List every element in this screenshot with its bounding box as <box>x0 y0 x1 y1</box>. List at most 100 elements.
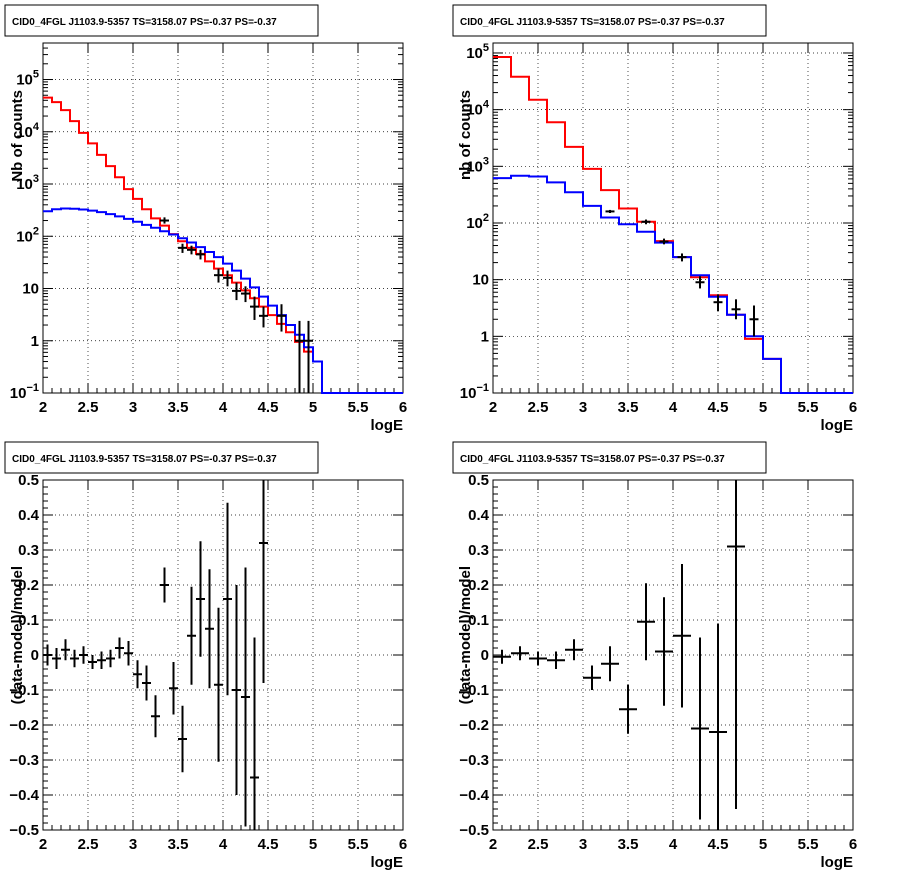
y-tick-label: 0.3 <box>18 542 39 559</box>
y-tick-base: 10 <box>466 45 483 62</box>
residual-point <box>250 637 259 830</box>
data-point <box>223 270 232 287</box>
y-tick-label: 102 <box>466 212 489 232</box>
x-tick-label: 2 <box>39 399 47 416</box>
residual-point <box>169 662 178 715</box>
y-tick-label: 104 <box>16 121 40 141</box>
x-tick-label: 3.5 <box>168 399 189 416</box>
y-tick-label: 10−1 <box>10 382 39 402</box>
x-tick-label: 2.5 <box>78 399 99 416</box>
residual-point <box>619 684 637 734</box>
residual-point <box>79 646 88 664</box>
data-point <box>241 286 250 303</box>
data-point <box>304 320 313 393</box>
y-tick-label: 1 <box>481 328 489 345</box>
y-axis-title: Nb of counts <box>9 90 26 182</box>
x-tick-label: 4 <box>219 399 228 416</box>
y-tick-label: 0.1 <box>18 612 39 629</box>
data-point <box>277 304 286 332</box>
x-tick-label: 6 <box>849 836 857 853</box>
residual-point <box>673 564 691 708</box>
y-tick-label: 1 <box>31 333 39 350</box>
x-tick-label: 5.5 <box>348 399 369 416</box>
y-tick-label: −0.3 <box>9 752 39 769</box>
x-tick-label: 2 <box>489 836 497 853</box>
y-tick-exponent: 5 <box>483 42 489 54</box>
y-tick-exponent: 5 <box>33 69 39 81</box>
data-point <box>187 245 196 255</box>
x-tick-label: 4 <box>669 399 678 416</box>
residual-point <box>196 541 205 657</box>
residual-point <box>151 695 160 738</box>
residual-point <box>259 480 268 683</box>
residual-point <box>160 567 169 603</box>
y-tick-base: 10 <box>16 228 33 245</box>
y-tick-label: −0.2 <box>459 717 489 734</box>
data-point <box>178 243 187 253</box>
y-tick-base: 10 <box>460 385 477 402</box>
data-point <box>295 320 304 393</box>
x-tick-label: 4.5 <box>258 836 279 853</box>
data-point <box>659 238 669 245</box>
x-tick-label: 4.5 <box>708 399 729 416</box>
y-tick-label: −0.4 <box>459 787 489 804</box>
residual-point <box>124 641 133 666</box>
y-tick-label: −0.2 <box>9 717 39 734</box>
y-tick-label: 10 <box>22 281 39 298</box>
x-axis-title: logE <box>821 417 854 434</box>
x-tick-label: 2.5 <box>78 836 99 853</box>
residual-point <box>43 644 52 666</box>
chart-title-box <box>452 441 767 474</box>
chart-panel-top-left: CID0_4FGL J1103.9-5357 TS=3158.07 PS=-0.… <box>4 4 407 434</box>
x-tick-label: 4 <box>219 836 228 853</box>
y-tick-label: 0.5 <box>468 472 489 489</box>
y-tick-label: 103 <box>16 173 39 193</box>
residual-point <box>205 569 214 689</box>
data-point <box>232 282 241 301</box>
data-point <box>250 296 259 320</box>
x-tick-label: 5 <box>759 836 767 853</box>
data-point <box>749 305 759 337</box>
residual-point <box>97 651 106 669</box>
residual-point <box>187 586 196 685</box>
y-tick-label: 102 <box>16 225 39 245</box>
y-tick-label: −0.5 <box>459 822 489 839</box>
x-tick-label: 4 <box>669 836 678 853</box>
y-tick-label: 0 <box>31 647 39 664</box>
residual-point <box>655 597 673 706</box>
x-tick-label: 6 <box>399 399 407 416</box>
x-tick-label: 5 <box>309 399 317 416</box>
y-tick-label: −0.4 <box>9 787 39 804</box>
y-tick-label: 10−1 <box>460 382 489 402</box>
residual-point <box>52 648 61 669</box>
chart-title-box <box>4 4 319 37</box>
model-component-step-line <box>43 207 403 394</box>
y-tick-label: −0.1 <box>9 682 39 699</box>
residual-point <box>178 705 187 773</box>
y-tick-exponent: 4 <box>483 99 490 111</box>
chart-title: CID0_4FGL J1103.9-5357 TS=3158.07 PS=-0.… <box>12 17 277 28</box>
y-tick-label: 103 <box>466 155 489 175</box>
residual-point <box>133 660 142 689</box>
x-tick-label: 4.5 <box>708 836 729 853</box>
chart-panel-top-right: CID0_4FGL J1103.9-5357 TS=3158.07 PS=-0.… <box>452 4 857 434</box>
residual-point <box>142 665 151 701</box>
data-point <box>259 306 268 328</box>
x-tick-label: 5.5 <box>798 836 819 853</box>
residual-point <box>493 649 511 664</box>
y-tick-exponent: −1 <box>26 382 39 394</box>
chart-title: CID0_4FGL J1103.9-5357 TS=3158.07 PS=-0.… <box>12 454 277 465</box>
y-tick-exponent: 3 <box>33 173 39 185</box>
y-axis-title: (data-model)/model <box>9 566 26 704</box>
data-point <box>713 294 723 311</box>
y-tick-label: 10 <box>472 272 489 289</box>
residual-point <box>691 637 709 820</box>
x-axis-title: logE <box>371 417 404 434</box>
x-tick-label: 6 <box>399 836 407 853</box>
x-tick-label: 3 <box>579 836 587 853</box>
y-tick-label: 0.1 <box>468 612 489 629</box>
x-tick-label: 6 <box>849 399 857 416</box>
x-tick-label: 5 <box>309 836 317 853</box>
